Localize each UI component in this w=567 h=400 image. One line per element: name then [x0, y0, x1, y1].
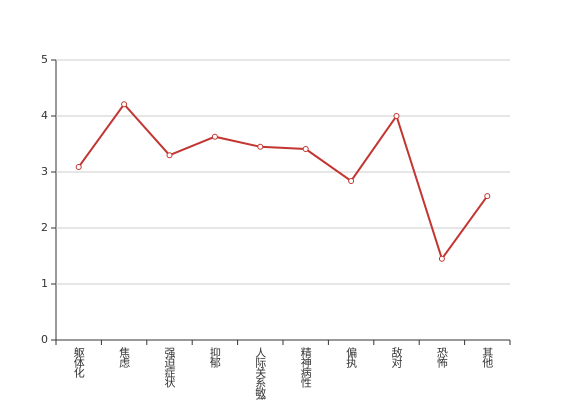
y-tick-label: 5: [41, 53, 48, 66]
x-tick-label: 敌对: [390, 346, 403, 368]
x-tick-label: 焦虑: [118, 347, 131, 368]
x-tick-label: 抑郁: [208, 346, 221, 368]
y-tick-label: 0: [41, 333, 48, 346]
point: [348, 177, 355, 184]
x-tick-label: 强迫症状: [163, 347, 176, 388]
x-tick-label: 躯体化: [72, 347, 85, 379]
point: [211, 133, 218, 140]
y-tick-label: 4: [41, 109, 48, 122]
x-tick-label: 精神病性: [299, 347, 312, 389]
y-tick-label: 1: [41, 277, 48, 290]
point: [484, 193, 491, 200]
x-tick-label: 其他: [481, 347, 494, 368]
x-tick-label: 人际关系敏感: [254, 347, 267, 400]
point: [75, 163, 82, 170]
point: [393, 113, 400, 119]
x-tick-label: 恐怖: [435, 347, 448, 368]
point: [257, 143, 264, 150]
point: [121, 101, 128, 108]
point: [166, 152, 173, 159]
y-tick-label: 3: [41, 165, 48, 178]
point: [438, 255, 445, 262]
x-tick-label: 偏执: [345, 346, 358, 369]
y-tick-label: 2: [41, 221, 48, 234]
point: [302, 146, 309, 153]
line: [77, 102, 489, 261]
